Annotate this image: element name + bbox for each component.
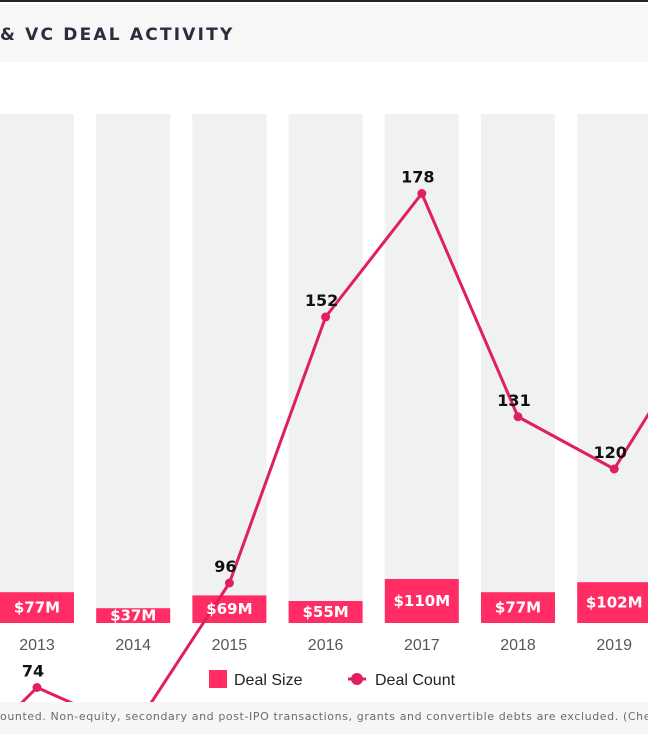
deal-size-label-2019: $102M — [586, 594, 643, 612]
x-tick-label-2015: 2015 — [212, 637, 248, 654]
deal-size-label-2013: $77M — [14, 599, 60, 617]
deal-count-label-2013: 74 — [22, 662, 44, 681]
chart-legend: Deal Size Deal Count — [209, 670, 456, 689]
column-background-2019 — [577, 114, 648, 623]
deal-size-label-2014: $37M — [110, 607, 156, 625]
deal-count-point-2013 — [33, 683, 42, 692]
deal-count-point-2015 — [225, 579, 234, 588]
legend-deal-count-dot — [351, 673, 363, 685]
deal-count-label-2017: 178 — [401, 168, 434, 187]
x-axis: 2013 2014 2015 2016 2017 2018 2019 — [19, 637, 632, 654]
deal-count-label-2016: 152 — [305, 291, 338, 310]
column-background-2016 — [289, 114, 363, 623]
x-tick-label-2017: 2017 — [404, 637, 440, 654]
x-tick-label-2019: 2019 — [596, 637, 632, 654]
column-background-2013 — [0, 114, 74, 623]
column-background-2018 — [481, 114, 555, 623]
legend-deal-size-label: Deal Size — [234, 672, 303, 689]
deal-size-label-2017: $110M — [393, 592, 450, 610]
footnote-text: ounted. Non-equity, secondary and post-I… — [0, 710, 648, 723]
x-tick-label-2018: 2018 — [500, 637, 536, 654]
deal-count-label-2019: 120 — [593, 443, 626, 462]
deal-size-label-2018: $77M — [495, 599, 541, 617]
deal-count-point-2019 — [610, 465, 619, 474]
deal-count-point-2016 — [321, 313, 330, 322]
column-background-2014 — [96, 114, 170, 623]
column-backgrounds — [0, 114, 648, 623]
deal-count-label-2018: 131 — [497, 391, 530, 410]
deal-count-point-2018 — [514, 412, 523, 421]
column-background-2015 — [192, 114, 266, 623]
x-tick-label-2014: 2014 — [115, 637, 151, 654]
footnote-bar: ounted. Non-equity, secondary and post-I… — [0, 702, 648, 734]
deal-count-label-2015: 96 — [214, 557, 236, 576]
deal-size-label-2015: $69M — [206, 600, 252, 618]
legend-deal-size-swatch — [209, 670, 227, 688]
x-tick-label-2016: 2016 — [308, 637, 344, 654]
deal-size-label-2016: $55M — [302, 603, 348, 621]
deal-count-point-2017 — [417, 189, 426, 198]
x-tick-label-2013: 2013 — [19, 637, 55, 654]
legend-deal-count-label: Deal Count — [375, 672, 456, 689]
